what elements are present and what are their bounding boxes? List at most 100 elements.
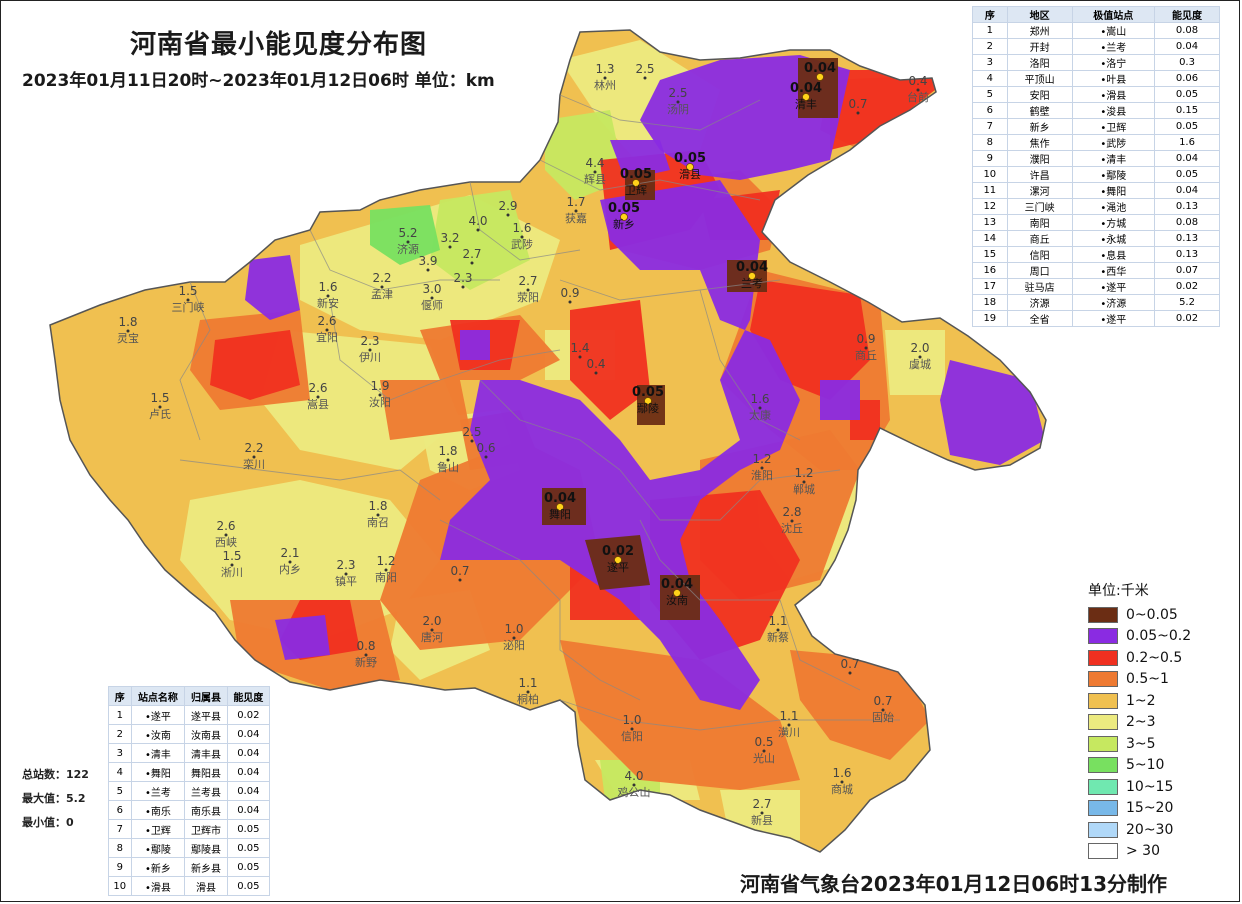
- table-cell: 三门峡: [1006, 198, 1073, 215]
- station-dot: [364, 653, 368, 657]
- station-value: 1.8: [118, 315, 137, 329]
- station-name: 内乡: [279, 562, 301, 576]
- table-cell: •汝南: [130, 724, 186, 744]
- table-cell: •浚县: [1071, 102, 1156, 119]
- table-row: 14 商丘 •永城 0.13: [972, 230, 1220, 247]
- legend-title: 单位:千米: [1088, 583, 1149, 599]
- station-name: 栾川: [243, 457, 265, 471]
- station-value: 1.3: [595, 62, 614, 76]
- city-table-header: 序地区 极值站点 能见度: [972, 6, 1220, 23]
- table-cell: 平顶山: [1006, 70, 1073, 87]
- table-row: 8 焦作 •武陟 1.6: [972, 134, 1220, 151]
- table-cell: 1.6: [1154, 134, 1220, 151]
- station-dot: [816, 73, 824, 81]
- station-name: 新安: [317, 296, 339, 310]
- station-value: 1.6: [318, 280, 337, 294]
- station-value: 1.1: [768, 614, 787, 628]
- station-dot: [760, 811, 764, 815]
- table-cell: •清丰: [1071, 150, 1156, 167]
- station-value: 1.1: [779, 709, 798, 723]
- map-station-label: 2.5: [635, 62, 655, 80]
- station-dot: [603, 76, 607, 80]
- station-name: 虞城: [909, 357, 931, 371]
- table-cell: 2: [972, 38, 1008, 55]
- station-value: 2.7: [518, 274, 537, 288]
- station-dot: [676, 100, 680, 104]
- legend-item: 20~30: [1088, 819, 1191, 841]
- map-station-label: 1.5 三门峡: [172, 284, 205, 314]
- station-name: 潢川: [778, 726, 800, 739]
- table-cell: 0.05: [226, 857, 271, 877]
- visibility-zone: [440, 180, 800, 710]
- station-dot: [325, 328, 329, 332]
- legend-label: 2~3: [1126, 714, 1156, 731]
- station-table-header: 序站点名称 归属县 能见度: [108, 686, 271, 706]
- station-dot: [881, 708, 885, 712]
- map-station-label: 2.7 荥阳: [517, 274, 539, 304]
- station-value: 5.2: [398, 226, 417, 240]
- station-dot: [344, 572, 348, 576]
- table-cell: 0.04: [1154, 150, 1220, 167]
- station-dot: [470, 439, 474, 443]
- table-cell: 0.02: [226, 705, 271, 725]
- station-value: 2.7: [462, 247, 481, 261]
- station-value: 1.1: [518, 676, 537, 690]
- table-row: 10 许昌 •鄢陵 0.05: [972, 166, 1220, 183]
- map-station-label: 0.04 舞阳: [544, 491, 576, 521]
- table-row: 16 周口 •西华 0.07: [972, 262, 1220, 279]
- visibility-zone: [798, 58, 838, 118]
- legend-swatch: [1088, 649, 1118, 666]
- station-value: 0.04: [544, 491, 576, 506]
- station-value: 2.2: [372, 271, 391, 285]
- table-row: 10 •滑县 滑县 0.05: [108, 876, 271, 896]
- station-name: 兰考: [741, 277, 763, 290]
- station-dot: [578, 355, 582, 359]
- station-dot: [864, 346, 868, 350]
- table-cell: 18: [972, 294, 1008, 311]
- map-station-label: 3.0 偃师: [421, 282, 443, 312]
- station-value: 1.0: [622, 713, 641, 727]
- station-dot: [484, 455, 488, 459]
- table-cell: 商丘: [1006, 230, 1073, 247]
- table-cell: 8: [972, 134, 1008, 151]
- station-dot: [787, 723, 791, 727]
- visibility-zone: [430, 190, 530, 290]
- visibility-zone: [625, 170, 655, 200]
- legend-item: 0~0.05: [1088, 604, 1191, 626]
- station-value: 3.2: [440, 231, 459, 245]
- map-subtitle: 2023年01月11日20时~2023年01月12日06时 单位：km: [22, 71, 495, 91]
- visibility-zone: [542, 488, 586, 525]
- table-cell: 14: [972, 230, 1008, 247]
- map-station-label: 1.2 淮阳: [751, 452, 773, 482]
- station-dot: [448, 245, 452, 249]
- station-name: 伊川: [359, 351, 381, 364]
- map-station-label: 2.7 新县: [751, 797, 773, 827]
- legend: 单位:千米 0~0.05 0.05~0.2 0.2~0.5 0.5~1 1~2 2~3 3~…: [1088, 580, 1191, 862]
- station-rank-table: 序站点名称 归属县 能见度 1 •遂平 遂平县 0.02 2 •汝南 汝南县 0.04 3 •清丰 清丰…: [108, 686, 271, 896]
- map-station-label: 0.5 光山: [753, 735, 775, 765]
- station-dot: [186, 298, 190, 302]
- station-name: 舞阳: [549, 508, 571, 521]
- table-row: 4 平顶山 •叶县 0.06: [972, 70, 1220, 87]
- station-dot: [126, 329, 130, 333]
- table-cell: •济源: [1071, 294, 1156, 311]
- rank_table-header-cell: 序: [972, 6, 1008, 23]
- city-borders: [179, 94, 900, 731]
- table-cell: 南阳: [1006, 214, 1073, 231]
- table-cell: •武陟: [1071, 134, 1156, 151]
- table-cell: 9: [972, 150, 1008, 167]
- visibility-zone: [727, 260, 767, 292]
- station-name: 唐河: [421, 630, 443, 644]
- table-cell: 0.04: [226, 724, 271, 744]
- station_table-header-cell: 能见度: [226, 686, 271, 706]
- map-station-label: 1.0 信阳: [621, 713, 643, 743]
- table-cell: •洛宁: [1071, 54, 1156, 71]
- table-cell: 0.13: [1154, 246, 1220, 263]
- legend-item: 0.2~0.5: [1088, 647, 1191, 669]
- rank_table-header-cell: 地区: [1006, 6, 1073, 23]
- legend-swatch: [1088, 757, 1118, 774]
- map-title: 河南省最小能见度分布图: [130, 30, 428, 60]
- map-station-label: 0.04: [804, 61, 836, 81]
